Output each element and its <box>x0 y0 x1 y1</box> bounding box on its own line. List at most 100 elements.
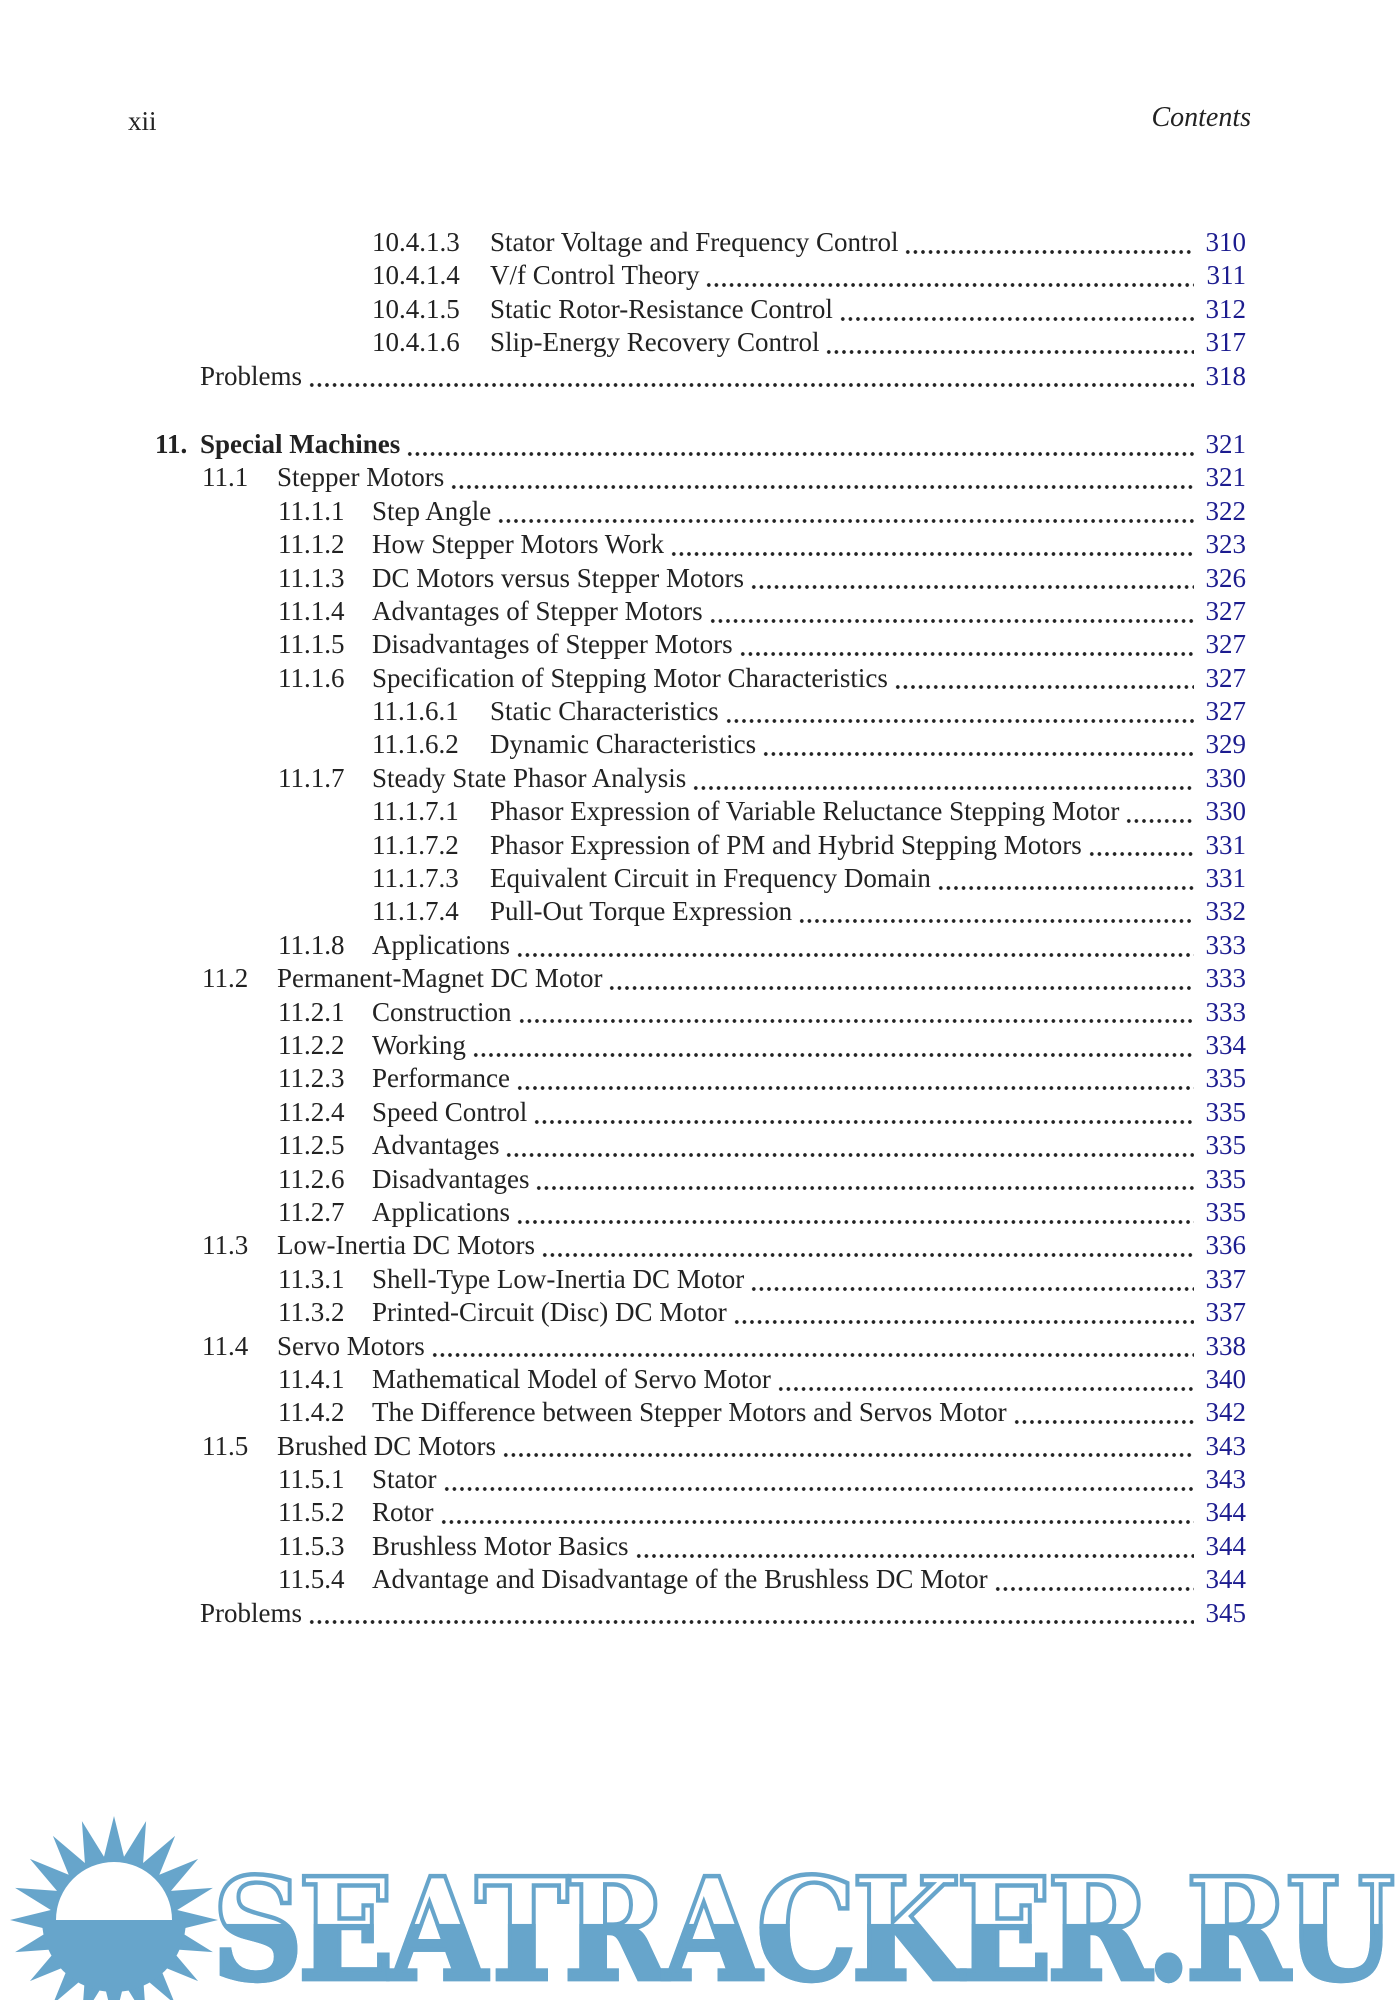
page-number: 317 <box>1205 327 1247 358</box>
section-number: 11.2.7 <box>278 1196 345 1227</box>
dot-leader <box>308 1596 1194 1631</box>
dot-leader <box>471 1028 1194 1063</box>
dot-leader <box>936 862 1194 896</box>
dot-leader <box>634 1529 1194 1564</box>
toc-entry: 11. Special Machines 321 <box>155 427 1246 462</box>
section-title: Advantages of Stepper Motors <box>372 595 703 626</box>
section-number: 11.3.2 <box>278 1297 345 1328</box>
section-number: 11.5.3 <box>278 1530 345 1561</box>
toc-entry: 11.3.1 Shell-Type Low-Inertia DC Motor 337 <box>278 1262 1246 1297</box>
section-title: Brushed DC Motors <box>277 1430 497 1461</box>
section-title: Stator Voltage and Frequency Control <box>490 227 899 257</box>
page-number: 344 <box>1205 1564 1247 1595</box>
page-number: 331 <box>1205 863 1247 894</box>
section-number: 11.1.7.4 <box>372 896 459 927</box>
page-number: 340 <box>1205 1363 1247 1394</box>
dot-leader <box>750 1262 1194 1297</box>
page-number: 335 <box>1205 1196 1247 1227</box>
toc-entry: 11.1.7.3 Equivalent Circuit in Frequency … <box>372 862 1247 896</box>
section-number: 11.1.6 <box>278 662 345 693</box>
page-number: 332 <box>1205 896 1247 927</box>
dot-leader <box>692 761 1194 796</box>
page-number: 327 <box>1205 662 1247 693</box>
dot-leader <box>442 1463 1194 1497</box>
dot-leader <box>708 594 1194 629</box>
toc-entry: 11.2 Permanent-Magnet DC Motor 333 <box>202 962 1246 996</box>
section-number: 11.1 <box>202 462 249 493</box>
page-number: 330 <box>1205 762 1247 793</box>
toc-entry: 11.1 Stepper Motors 321 <box>202 461 1247 495</box>
page-number: 343 <box>1205 1430 1247 1461</box>
toc-block: 11. Special Machines 321 11.1 Stepper Motors… <box>155 427 1247 1631</box>
page-number: 336 <box>1205 1230 1247 1261</box>
toc-entry: 11.1.6.1 Static Characteristics 327 <box>372 695 1247 729</box>
toc-entry: 11.2.4 Speed Control 335 <box>278 1095 1246 1130</box>
dot-leader <box>893 661 1194 696</box>
dot-leader <box>505 1129 1194 1163</box>
section-number: 11.2.3 <box>278 1063 345 1094</box>
section-number: 11.1.7.1 <box>372 796 459 827</box>
section-title: DC Motors versus Stepper Motors <box>372 562 744 593</box>
section-title: Applications <box>372 1196 510 1227</box>
toc-entry: 11.1.6 Specification of Stepping Motor Ch… <box>278 661 1247 696</box>
dot-leader <box>776 1362 1194 1397</box>
dot-leader <box>540 1229 1194 1263</box>
section-title: Static Characteristics <box>490 696 719 727</box>
page-number: 323 <box>1205 529 1247 560</box>
toc-entry: 11.1.7 Steady State Phasor Analysis 330 <box>278 761 1247 796</box>
toc-entry: 11.5.4 Advantage and Disadvantage of the … <box>278 1563 1247 1597</box>
dot-leader <box>904 226 1194 260</box>
page-number: 337 <box>1205 1297 1247 1328</box>
toc-entry: 11.5.2 Rotor 344 <box>278 1496 1247 1530</box>
section-title: Applications <box>372 929 510 960</box>
section-title: Problems <box>200 1597 303 1628</box>
section-number: 10.4.1.4 <box>372 260 460 291</box>
section-title: The Difference between Stepper Motors an… <box>372 1397 1007 1428</box>
dot-leader <box>838 292 1194 327</box>
toc-entry: 11.1.3 DC Motors versus Stepper Motors 326 <box>278 561 1246 595</box>
section-title: Equivalent Circuit in Frequency Domain <box>490 863 931 894</box>
dot-leader <box>430 1329 1194 1363</box>
toc-entry: 11.2.1 Construction 333 <box>278 995 1246 1029</box>
section-number: 11.1.7.2 <box>372 829 459 860</box>
dot-leader <box>497 494 1194 529</box>
section-title: Permanent-Magnet DC Motor <box>277 963 603 994</box>
section-number: 11.3 <box>202 1230 249 1261</box>
dot-leader <box>762 728 1194 762</box>
toc-entry: 11.1.7.4 Pull-Out Torque Expression 332 <box>372 895 1247 929</box>
toc-entry: 11.2.3 Performance 335 <box>278 1062 1246 1096</box>
dot-leader <box>724 695 1194 729</box>
section-title: Mathematical Model of Servo Motor <box>372 1363 771 1394</box>
page-number: 321 <box>1205 462 1247 493</box>
section-title: Advantages <box>372 1130 500 1161</box>
section-number: 11.1.6.1 <box>372 696 459 727</box>
dot-leader <box>535 1162 1194 1196</box>
section-title: Low-Inertia DC Motors <box>277 1230 535 1261</box>
section-number: 11.1.7 <box>278 762 345 793</box>
section-number: 11.5.2 <box>278 1497 345 1528</box>
page-number: 333 <box>1205 929 1247 960</box>
toc-entry: 10.4.1.5 Static Rotor-Resistance Control 3… <box>372 292 1246 327</box>
toc-entry: 11.2.2 Working 334 <box>278 1028 1246 1063</box>
sun-logo-icon <box>6 1812 222 2000</box>
page-number: 344 <box>1205 1497 1247 1528</box>
section-number: 11.2.5 <box>278 1130 345 1161</box>
page-number: 342 <box>1205 1397 1247 1428</box>
section-title: Working <box>372 1029 466 1060</box>
section-title: Steady State Phasor Analysis <box>372 762 687 793</box>
toc-entry: 11.5.3 Brushless Motor Basics 344 <box>278 1529 1246 1564</box>
section-number: 11.1.1 <box>278 495 345 526</box>
section-number: 11.2.2 <box>278 1029 345 1060</box>
dot-leader <box>502 1429 1194 1464</box>
dot-leader <box>515 1062 1194 1096</box>
dot-leader <box>705 259 1194 293</box>
page-number: 335 <box>1205 1130 1247 1161</box>
page-number: 335 <box>1205 1163 1247 1194</box>
toc-entry: Problems 318 <box>200 359 1247 393</box>
section-number: 11.1.6.2 <box>372 729 459 760</box>
folio-page-number: xii <box>128 106 157 136</box>
page-number: 327 <box>1205 696 1247 727</box>
page-number: 318 <box>1205 360 1247 391</box>
section-title: Phasor Expression of Variable Reluctance… <box>490 796 1120 827</box>
